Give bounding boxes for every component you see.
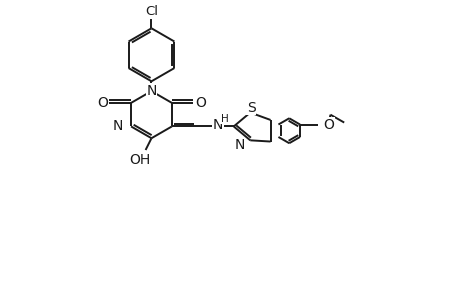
Text: O: O <box>195 96 205 110</box>
Text: OH: OH <box>129 153 150 167</box>
Text: N: N <box>235 138 245 152</box>
Text: N: N <box>112 119 123 134</box>
Text: H: H <box>220 114 228 124</box>
Text: N: N <box>213 118 223 133</box>
Text: S: S <box>246 101 255 115</box>
Text: O: O <box>323 118 334 131</box>
Text: N: N <box>146 84 157 98</box>
Text: O: O <box>97 96 108 110</box>
Text: Cl: Cl <box>145 5 157 18</box>
